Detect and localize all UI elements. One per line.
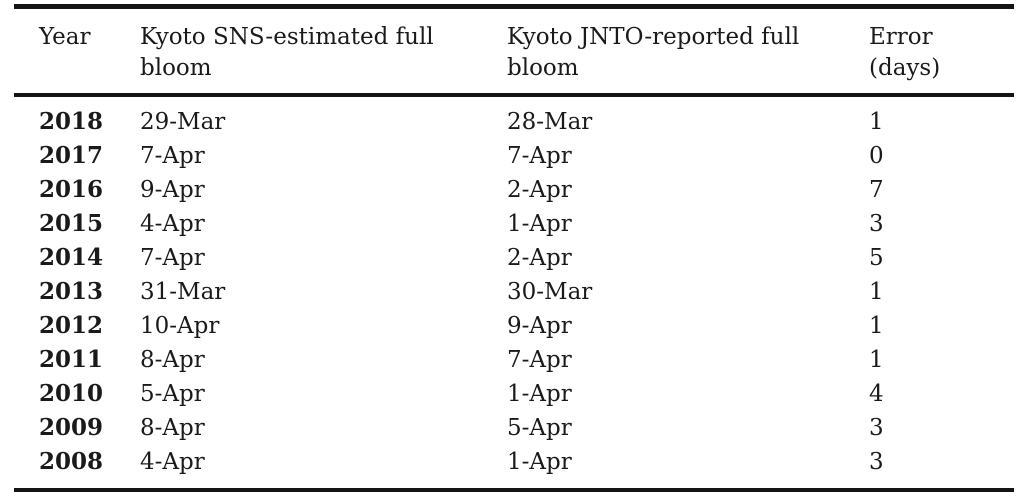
table-row: 2008 4-Apr 1-Apr 3 <box>14 445 1014 490</box>
jnto-date-cell: 1-Apr <box>507 449 572 475</box>
error-cell: 3 <box>869 449 884 475</box>
sns-date-cell: 5-Apr <box>140 381 205 407</box>
error-cell: 1 <box>869 279 884 305</box>
error-cell: 1 <box>869 109 884 135</box>
error-cell: 4 <box>869 381 884 407</box>
sns-date-cell: 9-Apr <box>140 177 205 203</box>
year-cell: 2017 <box>39 142 104 169</box>
sns-date-cell: 31-Mar <box>140 279 226 305</box>
column-header-sns-estimated-full-bloom: Kyoto SNS-estimated full bloom <box>140 6 507 97</box>
year-cell: 2013 <box>39 278 104 305</box>
table-row: 2013 31-Mar 30-Mar 1 <box>14 275 1014 309</box>
sns-date-cell: 29-Mar <box>140 109 226 135</box>
year-cell: 2009 <box>39 414 104 441</box>
column-header-error-days: Error (days) <box>869 6 1014 97</box>
sns-date-cell: 10-Apr <box>140 313 220 339</box>
year-cell: 2018 <box>39 108 104 135</box>
sns-date-cell: 8-Apr <box>140 415 205 441</box>
table-row: 2011 8-Apr 7-Apr 1 <box>14 343 1014 377</box>
error-cell: 5 <box>869 245 884 271</box>
jnto-date-cell: 9-Apr <box>507 313 572 339</box>
error-cell: 3 <box>869 415 884 441</box>
error-cell: 3 <box>869 211 884 237</box>
year-cell: 2016 <box>39 176 104 203</box>
bloom-comparison-table-container: Year Kyoto SNS-estimated full bloom Kyot… <box>14 4 1014 492</box>
table-row: 2014 7-Apr 2-Apr 5 <box>14 241 1014 275</box>
jnto-date-cell: 1-Apr <box>507 381 572 407</box>
jnto-date-cell: 1-Apr <box>507 211 572 237</box>
jnto-date-cell: 7-Apr <box>507 347 572 373</box>
column-header-year: Year <box>14 6 140 97</box>
error-cell: 1 <box>869 313 884 339</box>
sns-date-cell: 8-Apr <box>140 347 205 373</box>
sns-date-cell: 4-Apr <box>140 211 205 237</box>
jnto-date-cell: 28-Mar <box>507 109 593 135</box>
jnto-date-cell: 30-Mar <box>507 279 593 305</box>
year-cell: 2012 <box>39 312 104 339</box>
jnto-date-cell: 2-Apr <box>507 245 572 271</box>
year-cell: 2008 <box>39 448 104 475</box>
table-row: 2016 9-Apr 2-Apr 7 <box>14 173 1014 207</box>
jnto-date-cell: 5-Apr <box>507 415 572 441</box>
jnto-date-cell: 2-Apr <box>507 177 572 203</box>
year-cell: 2011 <box>39 346 104 373</box>
error-cell: 1 <box>869 347 884 373</box>
table-row: 2018 29-Mar 28-Mar 1 <box>14 95 1014 139</box>
table-header-row: Year Kyoto SNS-estimated full bloom Kyot… <box>14 6 1014 97</box>
column-header-jnto-reported-full-bloom: Kyoto JNTO-reported full bloom <box>507 6 869 97</box>
year-cell: 2010 <box>39 380 104 407</box>
jnto-date-cell: 7-Apr <box>507 143 572 169</box>
table-row: 2015 4-Apr 1-Apr 3 <box>14 207 1014 241</box>
table-row: 2017 7-Apr 7-Apr 0 <box>14 139 1014 173</box>
table-row: 2009 8-Apr 5-Apr 3 <box>14 411 1014 445</box>
sns-date-cell: 7-Apr <box>140 143 205 169</box>
sns-date-cell: 4-Apr <box>140 449 205 475</box>
bloom-comparison-table: Year Kyoto SNS-estimated full bloom Kyot… <box>14 4 1014 492</box>
error-cell: 0 <box>869 143 884 169</box>
error-cell: 7 <box>869 177 884 203</box>
sns-date-cell: 7-Apr <box>140 245 205 271</box>
year-cell: 2014 <box>39 244 104 271</box>
table-body: 2018 29-Mar 28-Mar 1 2017 7-Apr 7-Apr 0 … <box>14 95 1014 490</box>
table-row: 2010 5-Apr 1-Apr 4 <box>14 377 1014 411</box>
year-cell: 2015 <box>39 210 104 237</box>
table-row: 2012 10-Apr 9-Apr 1 <box>14 309 1014 343</box>
